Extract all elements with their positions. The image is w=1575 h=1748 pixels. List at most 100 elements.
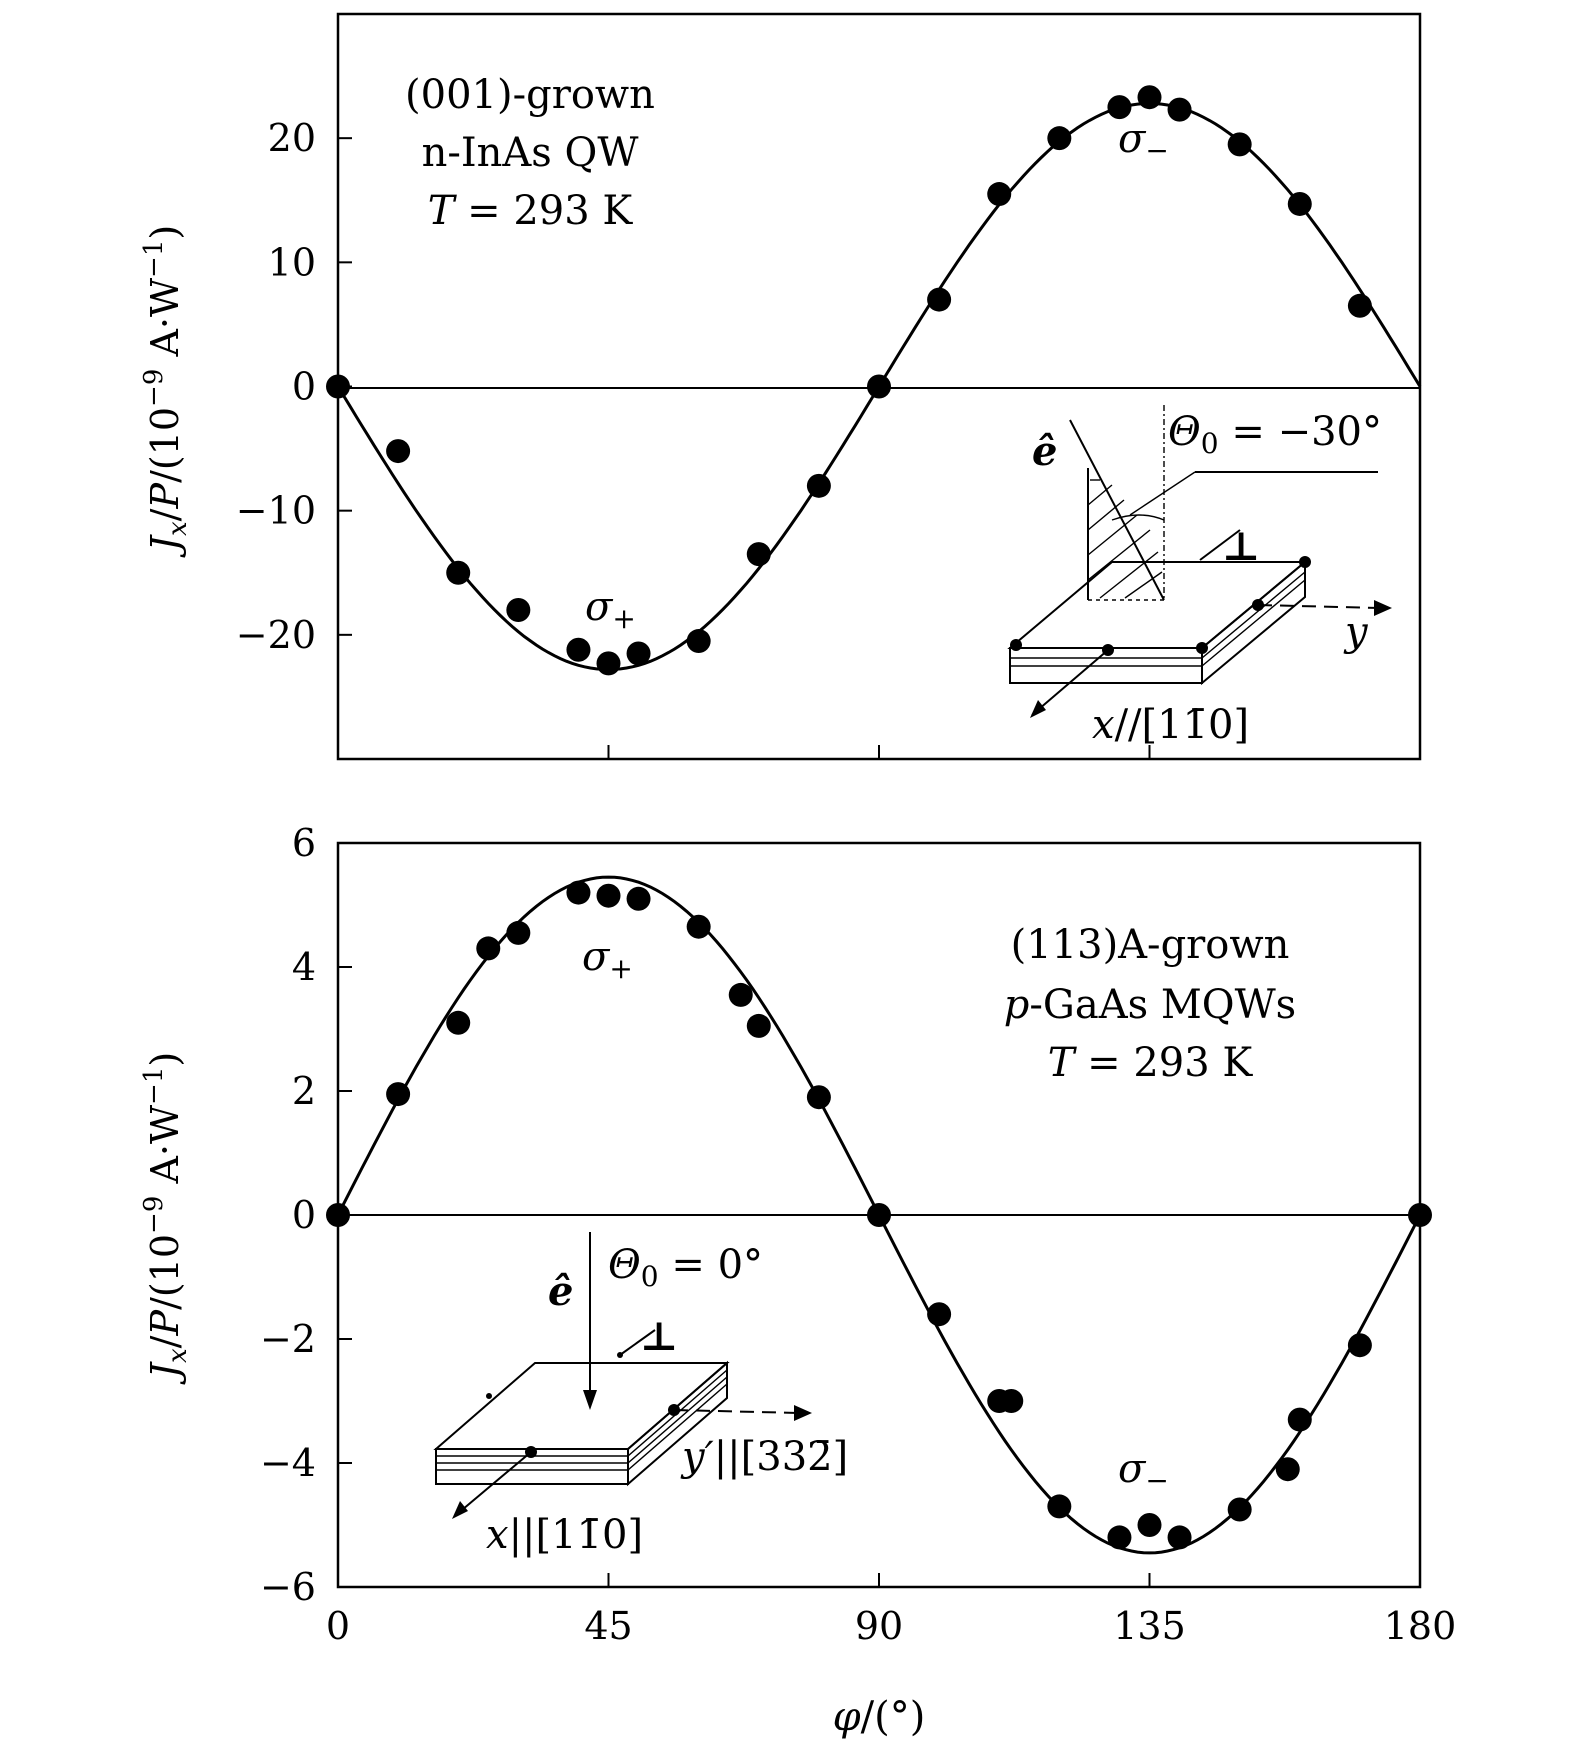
bottom-data-point xyxy=(1107,1525,1132,1550)
top-data-point xyxy=(596,651,621,676)
bottom-sigma-plus-label: σ+ xyxy=(582,934,633,985)
bottom-annotation-line-3: T = 293 K xyxy=(1048,1040,1254,1086)
top-inset-y-arrow xyxy=(1257,604,1381,609)
bottom-y-tick-label: −6 xyxy=(260,1565,316,1609)
top-inset-x-label: x//[11̄0] xyxy=(1092,702,1249,748)
bottom-data-point xyxy=(999,1389,1024,1413)
top-panel: −20 −10 0 10 20 Jx/P/(10−9 A·W−1) (001)-grow… xyxy=(139,12,1422,761)
bottom-inset-x-label: x||[11̄0] xyxy=(486,1512,643,1558)
bottom-data-point xyxy=(326,1203,350,1227)
top-inset-perp-symbol: ⊥ xyxy=(1222,523,1260,570)
bottom-annotation-line-1: (113)A-grown xyxy=(1011,922,1290,968)
bottom-data-point xyxy=(1137,1513,1162,1537)
bottom-y-tick-label: 0 xyxy=(292,1193,316,1237)
bottom-y-tick-label: 2 xyxy=(292,1069,316,1113)
top-data-point xyxy=(506,598,531,622)
bottom-inset-theta-label: Θ0 = 0° xyxy=(608,1242,763,1293)
top-inset-sketch: ⊥ ê Θ0 = −30° y x//[11̄0] xyxy=(1007,405,1392,748)
top-sigma-plus-label: σ+ xyxy=(585,584,636,635)
bottom-data-point xyxy=(1167,1525,1192,1550)
top-inset-x-arrow xyxy=(1031,649,1109,716)
bottom-data-point xyxy=(446,1010,471,1035)
bottom-data-point xyxy=(476,936,501,961)
top-data-point xyxy=(1047,126,1072,151)
top-y-ticks: −20 −10 0 10 20 xyxy=(236,116,352,657)
bottom-y-tick-label: −2 xyxy=(260,1317,316,1361)
top-inset-theta-label: Θ0 = −30° xyxy=(1168,409,1382,460)
bottom-data-point xyxy=(728,982,753,1007)
top-inset-e-vector xyxy=(1069,419,1165,601)
top-data-point xyxy=(386,439,411,464)
bottom-y-tick-label: −4 xyxy=(260,1441,316,1485)
top-data-point xyxy=(1167,97,1192,122)
bottom-inset-sketch: ⊥ ê Θ0 = 0° y′||[332̄] x||[11̄0] xyxy=(433,1232,848,1558)
x-tick-label: 90 xyxy=(855,1604,903,1648)
bottom-annotation-line-2: p-GaAs MQWs xyxy=(1004,982,1296,1028)
top-y-tick-label: −20 xyxy=(236,613,316,657)
bottom-data-point xyxy=(596,883,621,908)
bottom-data-point xyxy=(867,1203,891,1227)
bottom-data-point xyxy=(927,1302,952,1327)
bottom-data-point xyxy=(806,1085,831,1110)
top-inset-contact xyxy=(1010,639,1022,651)
top-data-point xyxy=(987,182,1012,207)
x-tick-label: 45 xyxy=(584,1604,632,1648)
top-data-point xyxy=(446,560,471,585)
x-tick-label: 0 xyxy=(326,1604,350,1648)
top-data-point xyxy=(1107,95,1132,120)
bottom-data-point xyxy=(386,1082,411,1107)
top-data-point xyxy=(686,629,711,654)
top-annotation-line-1: (001)-grown xyxy=(405,72,655,118)
top-inset-e-label: ê xyxy=(1032,428,1057,475)
bottom-inset-slab-side xyxy=(627,1360,728,1487)
top-y-tick-label: −10 xyxy=(236,489,316,533)
top-y-axis-label: Jx/P/(10−9 A·W−1) xyxy=(139,225,193,558)
bottom-data-point xyxy=(746,1013,771,1038)
bottom-inset-y-label: y′||[332̄] xyxy=(680,1434,848,1480)
top-data-point xyxy=(1287,191,1312,216)
bottom-data-point xyxy=(1287,1407,1312,1432)
top-x-ticks xyxy=(607,745,1151,759)
bottom-inset-y-arrow xyxy=(673,1409,801,1414)
bottom-data-point xyxy=(626,886,651,911)
top-data-point xyxy=(326,374,350,399)
top-inset-slab-side xyxy=(1201,559,1306,686)
bottom-data-point xyxy=(1275,1457,1300,1482)
bottom-data-points xyxy=(326,880,1432,1550)
top-inset-contact xyxy=(1299,556,1311,568)
bottom-inset-perp-symbol: ⊥ xyxy=(640,1313,678,1360)
bottom-inset-x-arrow xyxy=(455,1451,532,1516)
bottom-data-point xyxy=(1047,1494,1072,1519)
top-data-point xyxy=(746,542,771,567)
top-data-point xyxy=(867,374,891,399)
bottom-y-tick-label: 6 xyxy=(292,821,316,865)
bottom-x-ticks: 0 45 90 135 180 xyxy=(326,1573,1456,1648)
top-data-point xyxy=(806,473,831,498)
top-data-point xyxy=(1227,132,1252,157)
top-data-point xyxy=(626,641,651,666)
top-sigma-minus-label: σ− xyxy=(1118,116,1169,167)
x-tick-label: 135 xyxy=(1113,1604,1186,1648)
top-data-point xyxy=(927,287,952,312)
bottom-y-axis-label: Jx/P/(10−9 A·W−1) xyxy=(139,1052,193,1385)
bottom-sigma-minus-label: σ− xyxy=(1118,1446,1169,1497)
bottom-data-point xyxy=(686,914,711,939)
bottom-data-point xyxy=(566,880,591,905)
top-annotation-line-3: T = 293 K xyxy=(428,188,634,234)
top-y-tick-label: 0 xyxy=(292,365,316,409)
bottom-inset-e-label: ê xyxy=(548,1268,573,1315)
bottom-y-tick-label: 4 xyxy=(292,945,316,989)
top-data-points xyxy=(326,85,1372,676)
bottom-data-point xyxy=(1227,1497,1252,1522)
top-y-tick-label: 10 xyxy=(268,240,316,284)
x-axis-label: φ/(°) xyxy=(833,1694,926,1740)
top-inset-contact xyxy=(1196,642,1208,654)
bottom-data-point xyxy=(1408,1203,1432,1227)
bottom-data-point xyxy=(1347,1333,1372,1358)
top-data-point xyxy=(1347,293,1372,318)
x-tick-label: 180 xyxy=(1384,1604,1457,1648)
top-data-point xyxy=(566,637,591,662)
top-inset-y-label: y xyxy=(1343,609,1369,655)
bottom-data-point xyxy=(506,920,531,945)
